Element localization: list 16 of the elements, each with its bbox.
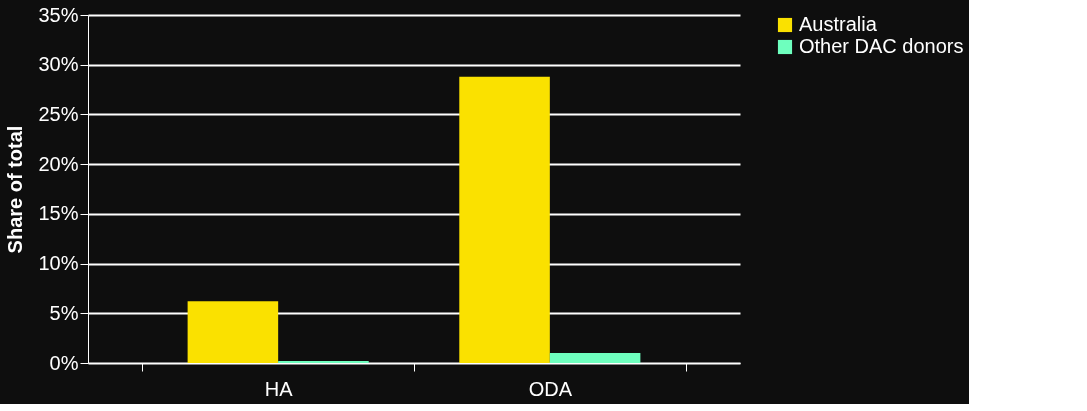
x-tick-label: ODA xyxy=(528,377,573,400)
y-tick-label: 10% xyxy=(38,252,79,275)
y-tick-label: 5% xyxy=(49,301,79,324)
legend-label: Other DAC donors xyxy=(799,35,964,57)
bar xyxy=(187,301,279,363)
y-tick-label: 25% xyxy=(38,102,79,125)
legend-label: Australia xyxy=(799,13,878,35)
y-axis-title: Share of total xyxy=(4,125,27,254)
y-tick-label: 35% xyxy=(38,3,79,26)
y-tick-label: 20% xyxy=(38,152,79,175)
x-tick-label: HA xyxy=(264,377,294,400)
bar xyxy=(459,76,550,363)
bar xyxy=(549,353,641,363)
y-tick-label: 0% xyxy=(49,351,79,374)
y-tick-label: 15% xyxy=(38,202,79,225)
y-tick-label: 30% xyxy=(38,53,79,76)
